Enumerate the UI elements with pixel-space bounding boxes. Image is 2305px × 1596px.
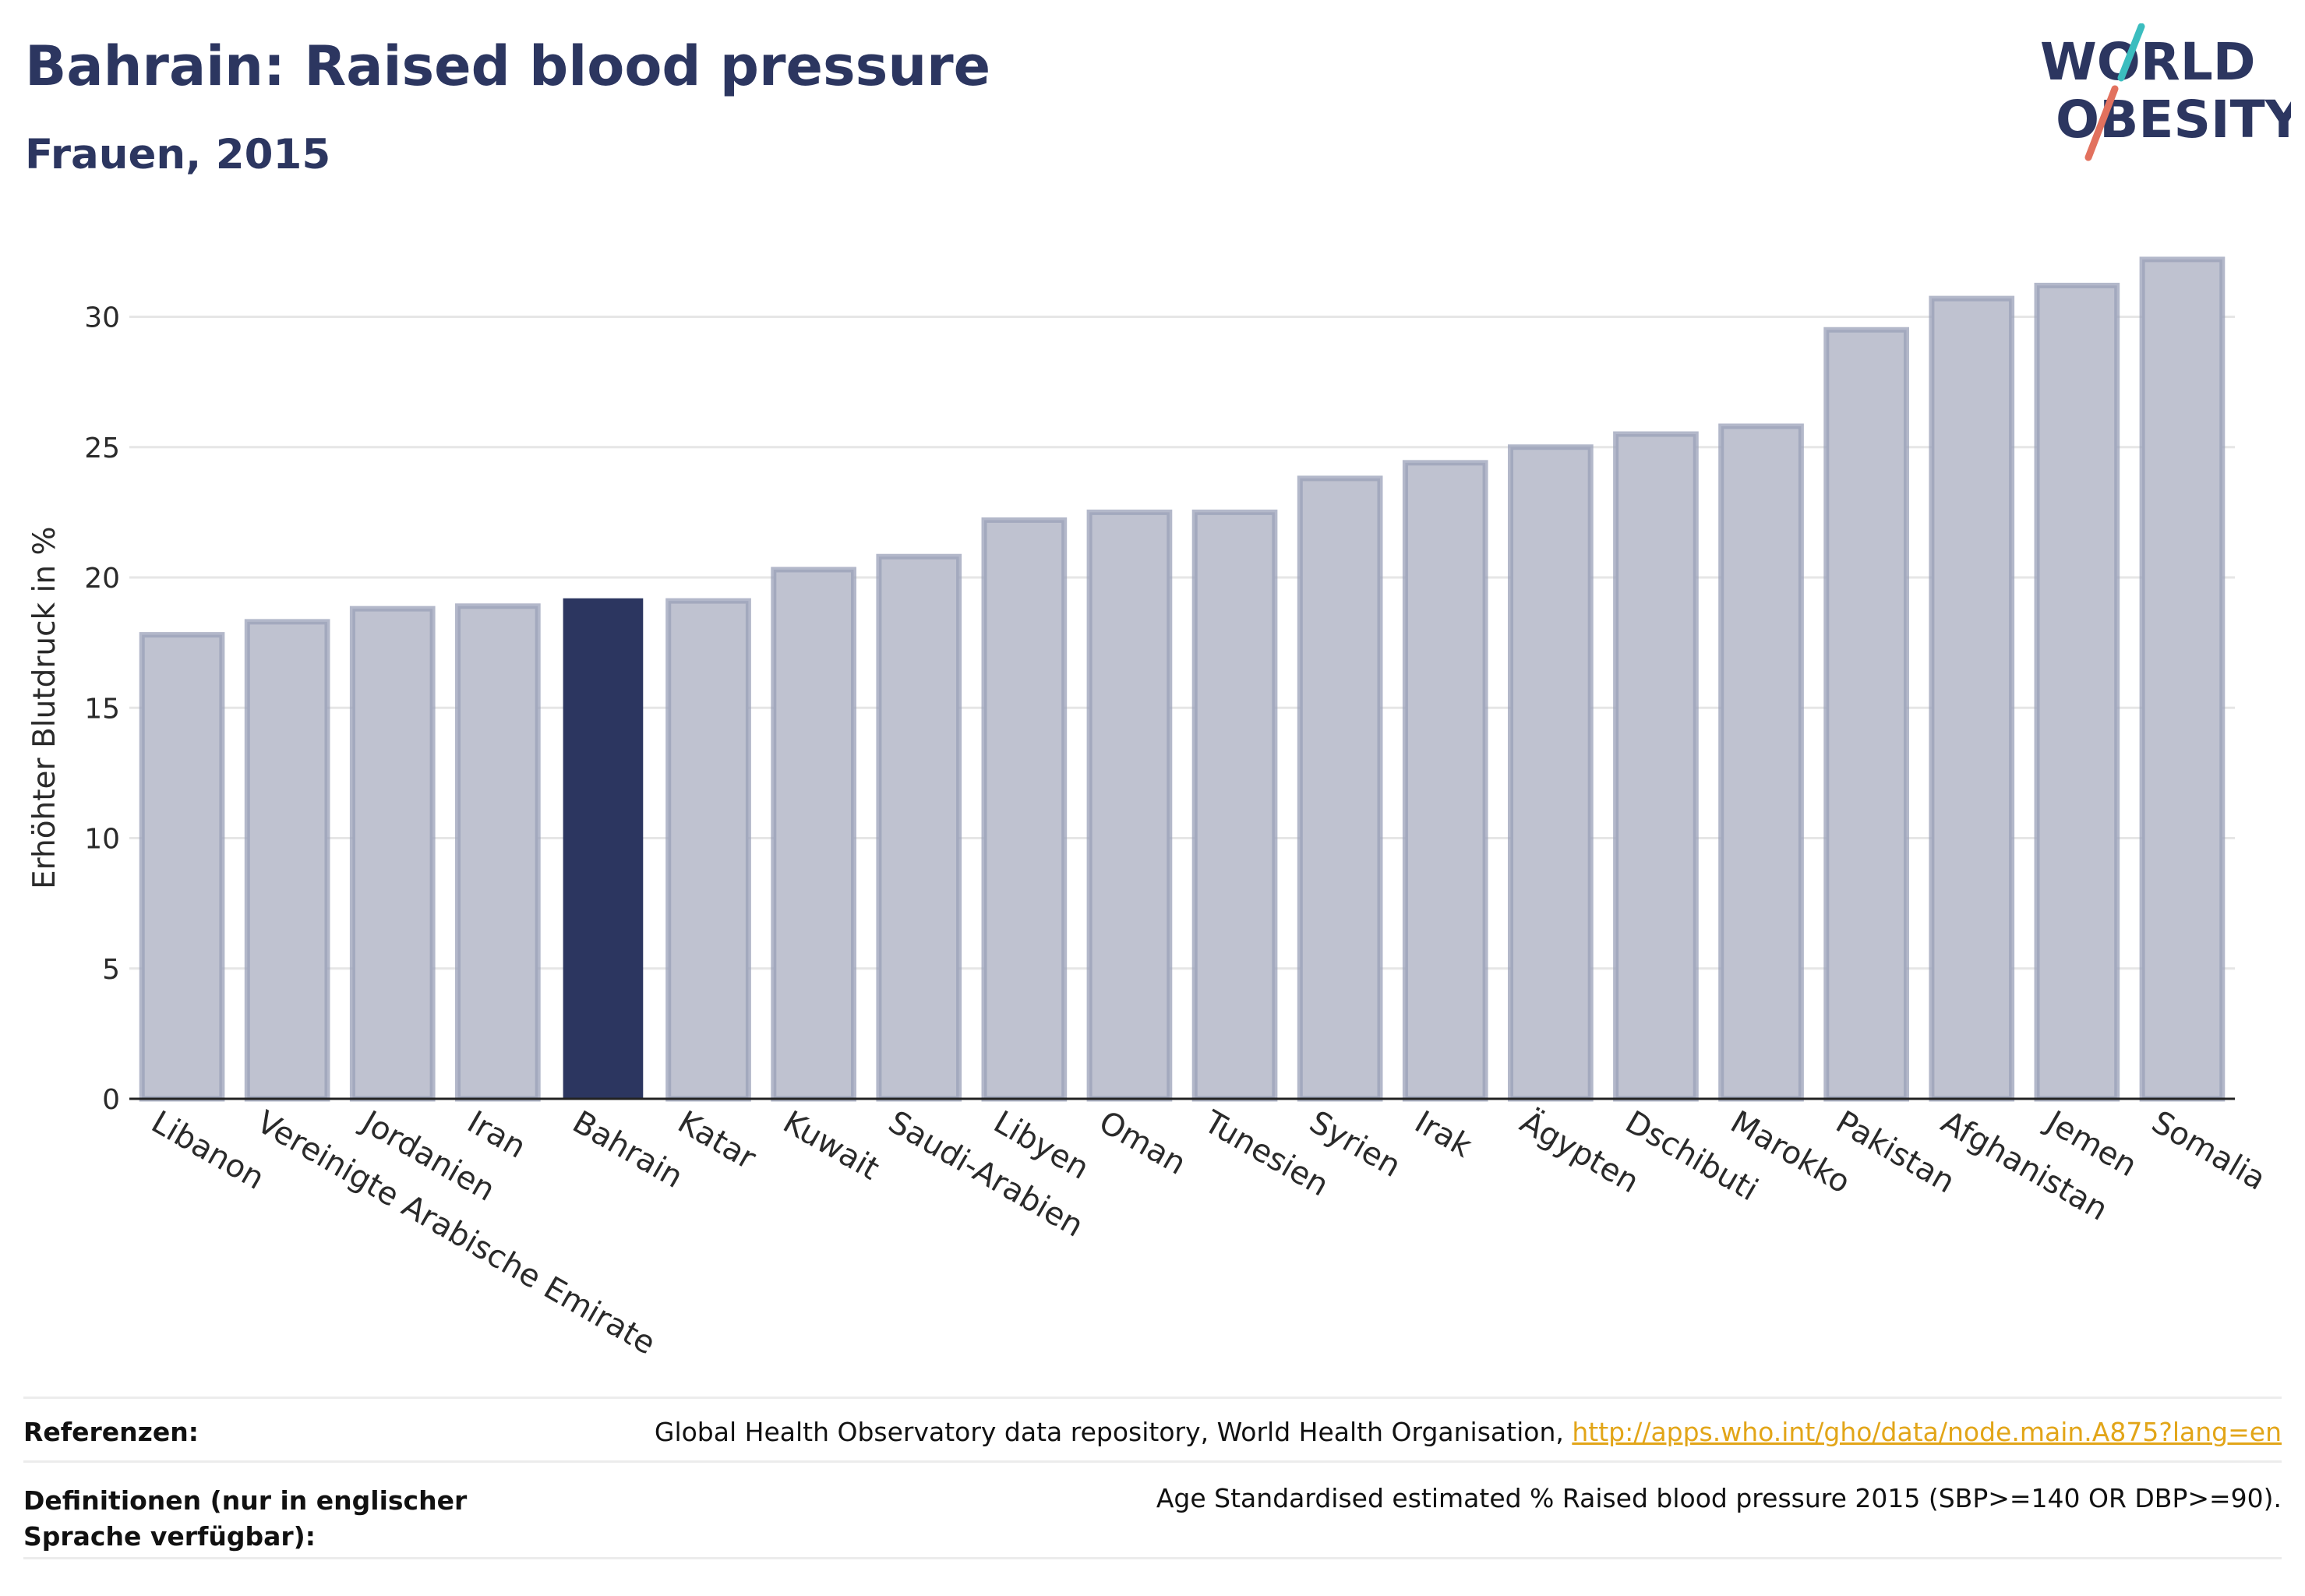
footer-definitions: Definitionen (nur in englischer Sprache … (23, 1483, 2282, 1555)
bar-oman (1086, 509, 1173, 1102)
bar-libyen (981, 517, 1068, 1102)
x-category-label: Bahrain (567, 1104, 689, 1195)
y-tick-label: 30 (84, 302, 120, 334)
footer-divider-middle (23, 1460, 2282, 1463)
y-tick-label: 0 (102, 1084, 120, 1116)
footer-references: Referenzen: Global Health Observatory da… (23, 1417, 2282, 1447)
bar-bahrain (563, 598, 644, 1099)
bar-somalia (2139, 256, 2226, 1102)
definitions-value: Age Standardised estimated % Raised bloo… (1156, 1483, 2282, 1513)
bar-syrien (1297, 475, 1383, 1102)
chart-subtitle: Frauen, 2015 (25, 131, 331, 178)
references-link[interactable]: http://apps.who.int/gho/data/node.main.A… (1572, 1417, 2282, 1447)
x-category-label: Ägypten (1514, 1103, 1646, 1200)
logo-line-world: WORLD (2040, 32, 2256, 92)
bar-marokko (1718, 423, 1804, 1102)
footer-divider-bottom (23, 1557, 2282, 1559)
x-category-label: Libanon (146, 1104, 270, 1197)
bar-afghanistan (1929, 295, 2015, 1102)
world-obesity-logo: WORLD OBESITY (2040, 23, 2291, 161)
references-label: Referenzen: (23, 1417, 199, 1447)
footer-divider-top (23, 1396, 2282, 1399)
y-tick-label: 5 (102, 954, 120, 986)
logo-slash-teal (2117, 23, 2145, 82)
bar-vereinigte-arabische-emirate (244, 619, 330, 1102)
bar-pakistan (1823, 327, 1909, 1102)
references-value: Global Health Observatory data repositor… (655, 1417, 2282, 1447)
bar-iran (455, 603, 541, 1102)
y-tick-label: 20 (84, 563, 120, 595)
bar-kuwait (771, 567, 856, 1102)
x-category-label: Pakistan (1830, 1104, 1961, 1201)
x-category-label: Iran (461, 1104, 532, 1166)
y-axis-title: Erhöhter Blutdruck in % (27, 526, 62, 889)
y-axis-ticks: 0 5 10 15 20 25 30 (84, 302, 120, 1117)
bar-katar (665, 598, 751, 1102)
chart-title: Bahrain: Raised blood pressure (25, 34, 991, 98)
bar-libanon (139, 632, 225, 1102)
bar-dschibuti (1613, 431, 1699, 1102)
y-tick-label: 25 (84, 433, 120, 464)
bar-jemen (2034, 282, 2120, 1102)
bar-tunesien (1191, 509, 1278, 1102)
x-category-label: Somalia (2145, 1104, 2271, 1198)
definitions-label: Definitionen (nur in englischer Sprache … (23, 1485, 468, 1552)
x-category-label: Kuwait (777, 1104, 885, 1188)
bars (139, 256, 2226, 1102)
bar-irak (1402, 460, 1488, 1102)
references-text: Global Health Observatory data repositor… (654, 1417, 1573, 1447)
grid-lines (129, 316, 2235, 970)
logo-slash-red (2084, 85, 2119, 161)
bar-ägypten (1508, 444, 1594, 1102)
y-tick-label: 15 (84, 693, 120, 725)
bar-saudi-arabien (876, 553, 962, 1102)
x-category-label: Irak (1409, 1104, 1478, 1165)
y-tick-label: 10 (84, 824, 120, 856)
x-category-label: Oman (1092, 1104, 1191, 1182)
bar-jordanien (349, 606, 436, 1102)
